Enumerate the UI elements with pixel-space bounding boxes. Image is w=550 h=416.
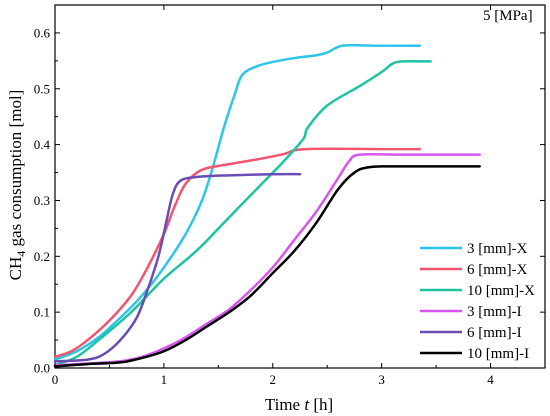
y-tick-label: 0.0 [34,361,50,376]
y-tick-label: 0.4 [34,137,51,152]
legend-item-6-mm-i: 6 [mm]-I [420,325,522,341]
y-axis-label-sub: 4 [14,251,28,257]
pressure-annotation: 5 [MPa] [483,8,533,24]
y-axis-label-post: gas consumption [mol] [6,90,25,251]
legend-label: 3 [mm]-I [467,304,522,320]
legend-item-10-mm-x: 10 [mm]-X [420,283,535,299]
plot-area [54,4,546,369]
legend-item-10-mm-i: 10 [mm]-I [420,346,529,362]
axes-layer: 0 1 2 3 4 0.0 0.1 0.2 0.3 0.4 0.5 0.6 [34,4,545,387]
legend-item-6-mm-x: 6 [mm]-X [420,262,528,278]
series-line-6-mm-i [53,172,302,363]
y-axis-label-pre: CH [6,257,25,281]
series-line-6-mm-x [53,147,422,359]
x-axis-label: Time t [h] [265,395,333,414]
legend-label: 10 [mm]-I [467,346,529,362]
y-tick-label: 0.5 [34,81,50,96]
y-tick-label: 0.6 [34,25,51,40]
y-tick-label: 0.2 [34,249,50,264]
series-line-10-mm-x [53,59,432,367]
series-line-10-mm-i [53,165,481,368]
legend-label: 3 [mm]-X [467,241,528,257]
x-tick-label: 2 [270,372,277,387]
plot-frame [54,4,546,369]
series-line-3-mm-i [53,152,481,367]
legend-label: 10 [mm]-X [467,283,535,299]
x-axis-label-var: t [304,395,310,414]
x-tick-label: 3 [378,372,385,387]
y-axis-label: CH4 gas consumption [mol] [6,90,28,281]
legend-label: 6 [mm]-I [467,325,522,341]
y-tick-label: 0.3 [34,193,50,208]
x-tick-label: 4 [487,372,494,387]
series-line-3-mm-x [53,43,422,361]
legend-label: 6 [mm]-X [467,262,528,278]
legend-item-3-mm-x: 3 [mm]-X [420,241,528,257]
legend-item-3-mm-i: 3 [mm]-I [420,304,522,320]
x-tick-label: 0 [52,372,59,387]
series-layer [53,43,481,368]
legend: 3 [mm]-X 6 [mm]-X 10 [mm]-X 3 [mm]-I 6 [mm]-… [420,241,535,362]
x-tick-label: 1 [161,372,168,387]
y-tick-label: 0.1 [34,305,50,320]
x-axis-label-prefix: Time [265,395,305,414]
x-axis-label-suffix: [h] [309,395,333,414]
